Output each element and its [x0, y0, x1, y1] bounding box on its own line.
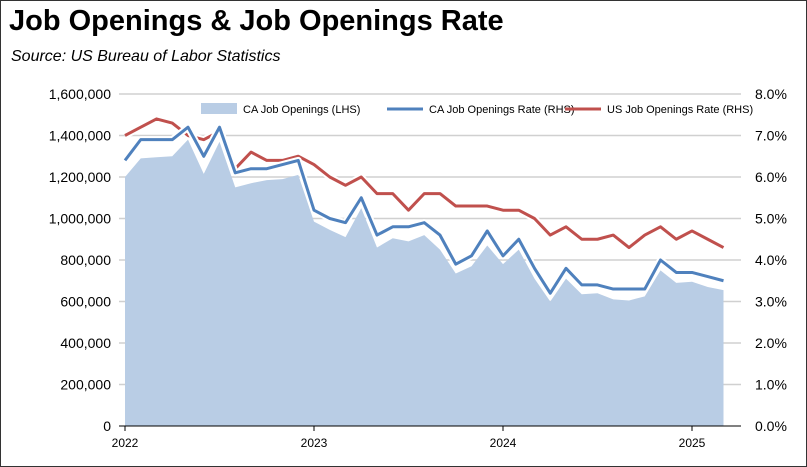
legend-swatch-area	[201, 103, 237, 114]
legend-label: US Job Openings Rate (RHS)	[607, 104, 753, 116]
left-tick-label: 1,600,000	[49, 86, 111, 102]
left-tick-label: 1,000,000	[49, 211, 111, 227]
right-tick-label: 3.0%	[755, 294, 787, 310]
left-tick-label: 1,400,000	[49, 128, 111, 144]
series-line-ca-rate	[123, 125, 724, 295]
left-tick-label: 800,000	[60, 252, 111, 268]
chart-subtitle: Source: US Bureau of Labor Statistics	[11, 48, 281, 65]
right-tick-label: 5.0%	[755, 211, 787, 227]
left-tick-label: 200,000	[60, 377, 111, 393]
right-tick-label: 8.0%	[755, 86, 787, 102]
right-tick-label: 6.0%	[755, 169, 787, 185]
x-tick-label: 2022	[112, 436, 139, 450]
x-tick-label: 2025	[679, 436, 706, 450]
legend-label: CA Job Openings Rate (RHS)	[429, 104, 575, 116]
left-tick-label: 1,200,000	[49, 169, 111, 185]
right-tick-label: 0.0%	[755, 418, 787, 434]
series-area-ca-job-openings	[125, 139, 724, 426]
right-tick-label: 1.0%	[755, 377, 787, 393]
left-tick-label: 600,000	[60, 294, 111, 310]
left-tick-label: 0	[103, 418, 111, 434]
right-tick-label: 2.0%	[755, 335, 787, 351]
legend-label: CA Job Openings (LHS)	[243, 104, 360, 116]
left-tick-label: 400,000	[60, 335, 111, 351]
chart-title: Job Openings & Job Openings Rate	[9, 5, 504, 37]
right-tick-label: 7.0%	[755, 128, 787, 144]
x-tick-label: 2024	[490, 436, 517, 450]
x-tick-label: 2023	[301, 436, 328, 450]
right-tick-label: 4.0%	[755, 252, 787, 268]
